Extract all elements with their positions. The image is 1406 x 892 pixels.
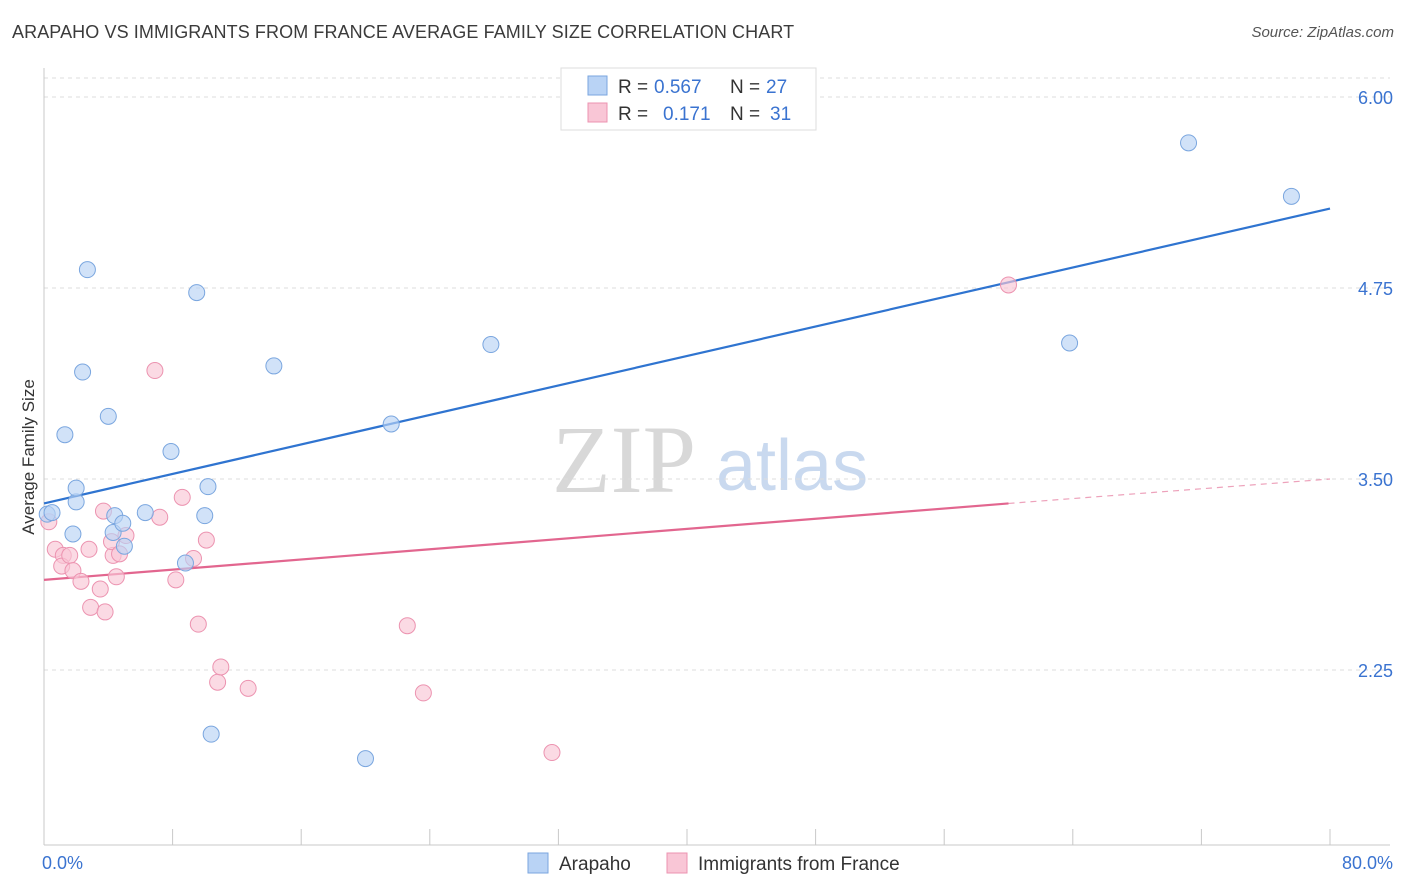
legend-r-label: R = xyxy=(618,77,648,98)
point-france xyxy=(167,571,185,589)
watermark: ZIP atlas xyxy=(552,406,868,513)
point-arapaho xyxy=(162,442,180,460)
point-france xyxy=(209,673,227,691)
point-arapaho xyxy=(136,504,154,522)
point-france xyxy=(91,580,109,598)
point-arapaho xyxy=(382,415,400,433)
point-france xyxy=(107,568,125,586)
gridlines xyxy=(44,77,1390,671)
legend-n-value: 27 xyxy=(766,77,787,98)
point-arapaho xyxy=(78,261,96,279)
legend-n-label: N = xyxy=(730,77,760,98)
legend-r-value: 0.171 xyxy=(663,104,711,125)
legend-series-arapaho: Arapaho xyxy=(559,854,631,875)
legend-swatch-france xyxy=(666,852,688,874)
point-france xyxy=(173,488,191,506)
point-arapaho xyxy=(188,284,206,302)
x-tick-label: 0.0% xyxy=(42,853,83,873)
y-tick-label: 2.25 xyxy=(1358,661,1393,681)
chart-title: ARAPAHO VS IMMIGRANTS FROM FRANCE AVERAG… xyxy=(12,22,795,42)
legend-r-value: 0.567 xyxy=(654,77,702,98)
trendline-arapaho xyxy=(43,207,1331,505)
point-france xyxy=(61,546,79,564)
legend-swatch-arapaho xyxy=(527,852,549,874)
y-tick-labels: 2.25 3.50 4.75 6.00 xyxy=(1358,88,1393,681)
point-arapaho xyxy=(357,750,374,768)
point-arapaho xyxy=(74,363,92,381)
point-arapaho xyxy=(114,514,132,532)
watermark-atlas: atlas xyxy=(716,426,868,506)
y-tick-label: 4.75 xyxy=(1358,279,1393,299)
point-arapaho xyxy=(199,478,217,496)
legend-swatch-arapaho xyxy=(587,75,608,96)
legend-n-label: N = xyxy=(730,104,760,125)
point-arapaho xyxy=(265,357,283,375)
point-france xyxy=(212,658,230,676)
x-tick-label: 80.0% xyxy=(1342,853,1393,873)
source-credit: Source: ZipAtlas.com xyxy=(1251,24,1394,41)
legend-n-value: 31 xyxy=(770,104,791,125)
point-france xyxy=(96,603,114,621)
point-arapaho xyxy=(1180,134,1198,152)
point-france xyxy=(146,362,164,380)
point-france xyxy=(543,744,561,762)
point-france xyxy=(414,684,432,702)
trendline-france-extension xyxy=(1008,478,1331,505)
legend-r-label: R = xyxy=(618,104,648,125)
point-arapaho xyxy=(202,725,220,743)
point-france xyxy=(398,617,416,635)
y-tick-label: 6.00 xyxy=(1358,88,1393,108)
point-arapaho xyxy=(43,504,61,522)
y-tick-label: 3.50 xyxy=(1358,470,1393,490)
point-arapaho xyxy=(1282,187,1300,205)
trendlines xyxy=(43,207,1331,581)
point-france xyxy=(239,679,257,697)
point-arapaho xyxy=(64,525,82,543)
point-arapaho xyxy=(99,407,117,425)
point-france xyxy=(80,540,98,558)
correlation-legend: R = 0.567 N = 27 R = 0.171 N = 31 xyxy=(560,67,817,131)
point-arapaho xyxy=(196,507,214,525)
point-arapaho xyxy=(56,426,74,444)
legend-series-france: Immigrants from France xyxy=(698,854,900,875)
series-legend: Arapaho Immigrants from France xyxy=(527,852,900,875)
point-france xyxy=(82,598,100,616)
axes xyxy=(43,68,1390,846)
point-france xyxy=(151,508,169,526)
y-axis-title: Average Family Size xyxy=(19,379,38,535)
point-france xyxy=(189,615,207,633)
point-arapaho xyxy=(176,554,194,572)
legend-swatch-france xyxy=(587,102,608,123)
point-france xyxy=(197,531,215,549)
point-france xyxy=(72,572,90,590)
data-points xyxy=(38,134,1300,768)
point-arapaho xyxy=(115,537,133,555)
watermark-zip: ZIP xyxy=(552,406,696,513)
x-tick-labels: 0.0% 80.0% xyxy=(42,853,1393,873)
point-arapaho xyxy=(67,479,85,497)
trendline-france xyxy=(43,502,1009,581)
point-arapaho xyxy=(482,336,500,354)
point-france xyxy=(1000,276,1017,294)
point-arapaho xyxy=(1061,334,1079,352)
